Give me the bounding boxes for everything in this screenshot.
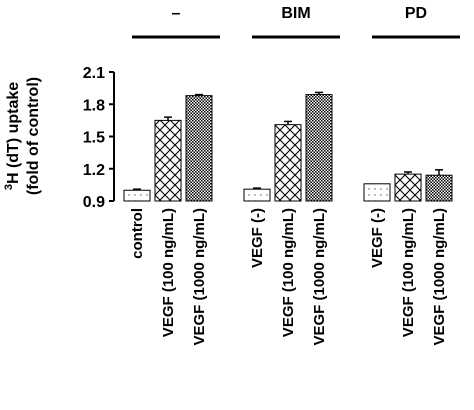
bar [394,173,422,202]
y-tick-label: 2.1 [83,65,105,82]
y-axis-title-superscript: 3 [3,184,15,190]
bar [363,183,391,202]
group-label: BIM [281,5,310,22]
bar [425,174,453,202]
group-label: PD [405,5,427,22]
bar [185,95,213,202]
group-label: – [172,5,181,22]
x-category-label: VEGF (-) [369,208,386,268]
bar [123,189,151,202]
x-category-label: VEGF (100 ng/mL) [280,208,297,337]
x-category-label: VEGF (1000 ng/mL) [311,208,328,346]
y-tick-label: 0.9 [83,194,105,211]
bar [154,119,182,202]
x-category-label: VEGF (100 ng/mL) [400,208,417,337]
y-axis-title: 3H (dT) uptake [3,82,22,190]
y-tick-label: 1.5 [83,130,105,147]
bar [243,188,271,202]
y-axis-title-line2: (fold of control) [25,77,42,195]
x-category-label: control [129,208,146,259]
bar [305,94,333,202]
bar [274,124,302,202]
x-category-label: VEGF (1000 ng/mL) [191,208,208,346]
x-category-label: VEGF (1000 ng/mL) [431,208,448,346]
x-category-label: VEGF (-) [249,208,266,268]
y-tick-label: 1.8 [83,97,105,114]
y-axis-title-line1: H (dT) uptake [5,82,22,184]
x-category-label: VEGF (100 ng/mL) [160,208,177,337]
y-tick-label: 1.2 [83,162,105,179]
